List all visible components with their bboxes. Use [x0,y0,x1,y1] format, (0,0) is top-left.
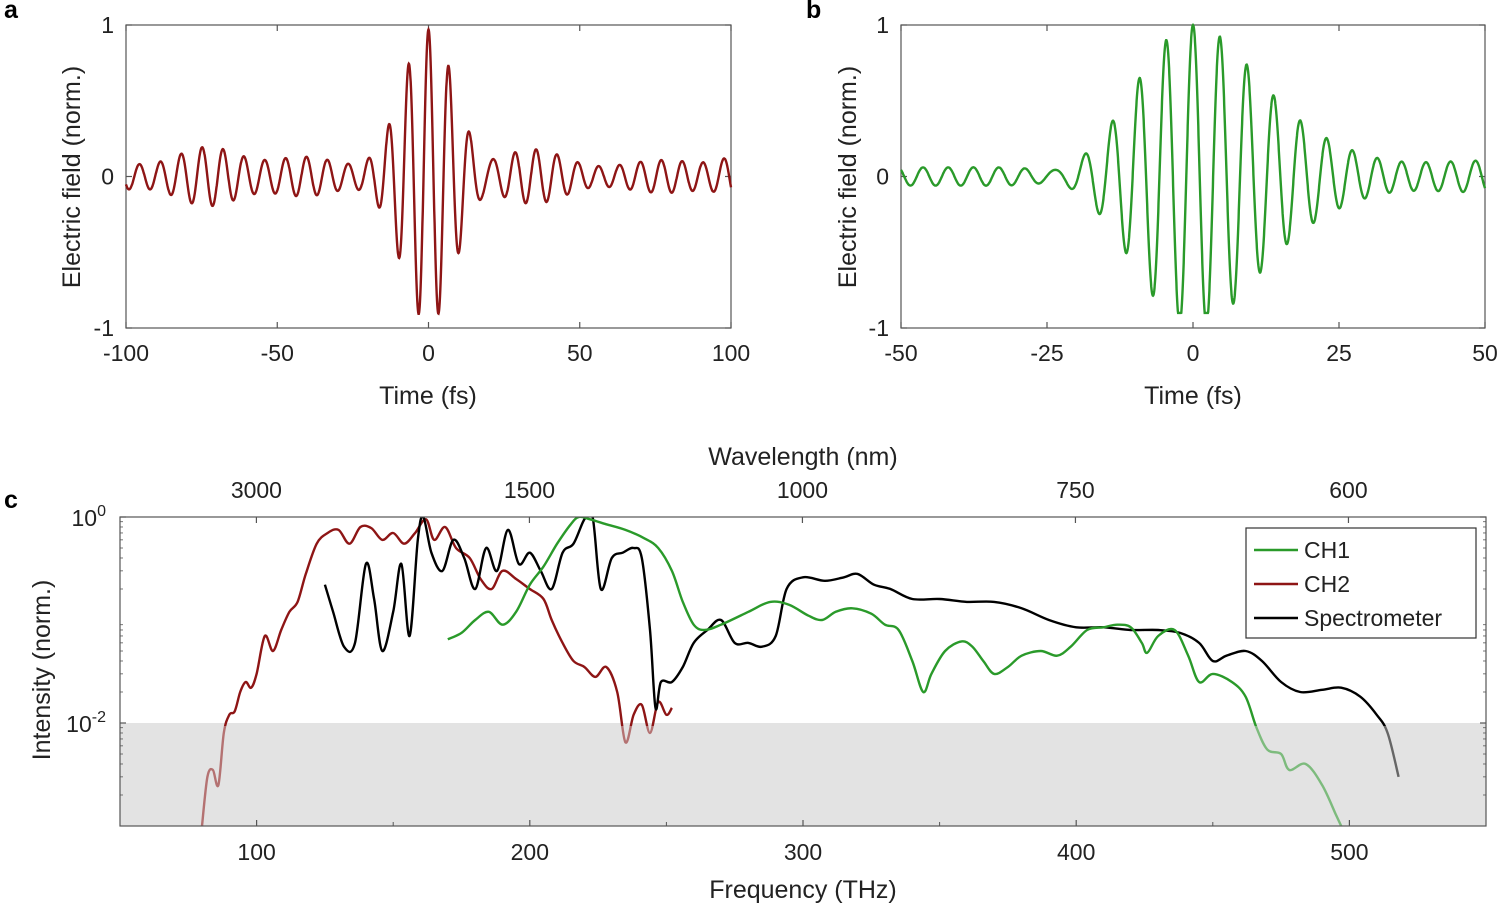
panel-b-axes-box [900,24,1486,329]
top-x-tick-label: 1000 [777,477,828,503]
x-tick-label: 25 [1326,340,1352,366]
panel-b-letter: b [806,0,821,24]
top-x-tick-label: 1500 [504,477,555,503]
panel-c-ylabel: Intensity (norm.) [28,580,56,761]
panel-c-noise-floor-band [120,723,1486,826]
x-tick-label: 0 [422,340,435,366]
x-tick-label: -100 [103,340,149,366]
x-tick-label: -25 [1030,340,1063,366]
panel-a-ch2-field-line [124,26,733,316]
panel-b-ticks: -50 -25 0 25 50 -1 0 1 [869,12,1498,366]
x-tick-label: 500 [1330,839,1368,865]
panel-c-letter: c [4,486,18,514]
panel-a-axes-box [125,24,732,329]
panel-c-xlabel: Frequency (THz) [709,876,897,904]
y-tick-label: -1 [94,315,114,341]
panel-a: a -100 -50 0 50 100 -1 0 1 Time (fs) Electric f… [4,0,750,410]
top-x-tick-label: 750 [1056,477,1094,503]
legend-ch1-label: CH1 [1304,537,1350,563]
y-tick-label: 1 [876,12,889,38]
panel-c-ch1-line [447,517,1258,726]
panel-a-letter: a [4,0,19,24]
x-tick-label: 50 [567,340,593,366]
y-tick-label: 0 [876,164,889,190]
y-tick-label: 1 [101,12,114,38]
x-tick-label: 200 [511,839,549,865]
panel-b-xlabel: Time (fs) [1144,382,1242,410]
y-tick-label: 0 [101,164,114,190]
x-tick-label: -50 [884,340,917,366]
panel-a-ylabel: Electric field (norm.) [58,66,86,288]
panel-b-ch1-field-line [900,22,1487,315]
y-tick-label: 100 [72,503,107,531]
panel-a-ticks: -100 -50 0 50 100 -1 0 1 [94,12,751,366]
x-tick-label: 100 [237,839,275,865]
panel-c-ticks: 100 200 300 400 500 3000 1500 1000 750 600 10-2 100 [66,477,1487,865]
x-tick-label: 300 [784,839,822,865]
panel-a-xlabel: Time (fs) [379,382,477,410]
x-tick-label: -50 [261,340,294,366]
x-tick-label: 100 [712,340,750,366]
y-tick-label: 10-2 [66,709,106,737]
panel-c-top-xlabel: Wavelength (nm) [708,443,897,471]
x-tick-label: 400 [1057,839,1095,865]
legend-spectrometer-label: Spectrometer [1304,605,1442,631]
panel-b: b -50 -25 0 25 50 -1 0 1 Time (fs) Electric fie… [806,0,1498,410]
panel-c-ch2-line [223,518,673,726]
panel-c-series [200,517,1400,826]
x-tick-label: 50 [1472,340,1498,366]
x-tick-label: 0 [1187,340,1200,366]
panel-c-spectrometer-line [323,517,1387,726]
top-x-tick-label: 3000 [231,477,282,503]
y-tick-label: -1 [869,315,889,341]
panel-b-ylabel: Electric field (norm.) [834,66,862,288]
top-x-tick-label: 600 [1329,477,1367,503]
panel-c-legend: CH1 CH2 Spectrometer [1245,527,1477,639]
legend-ch2-label: CH2 [1304,571,1350,597]
